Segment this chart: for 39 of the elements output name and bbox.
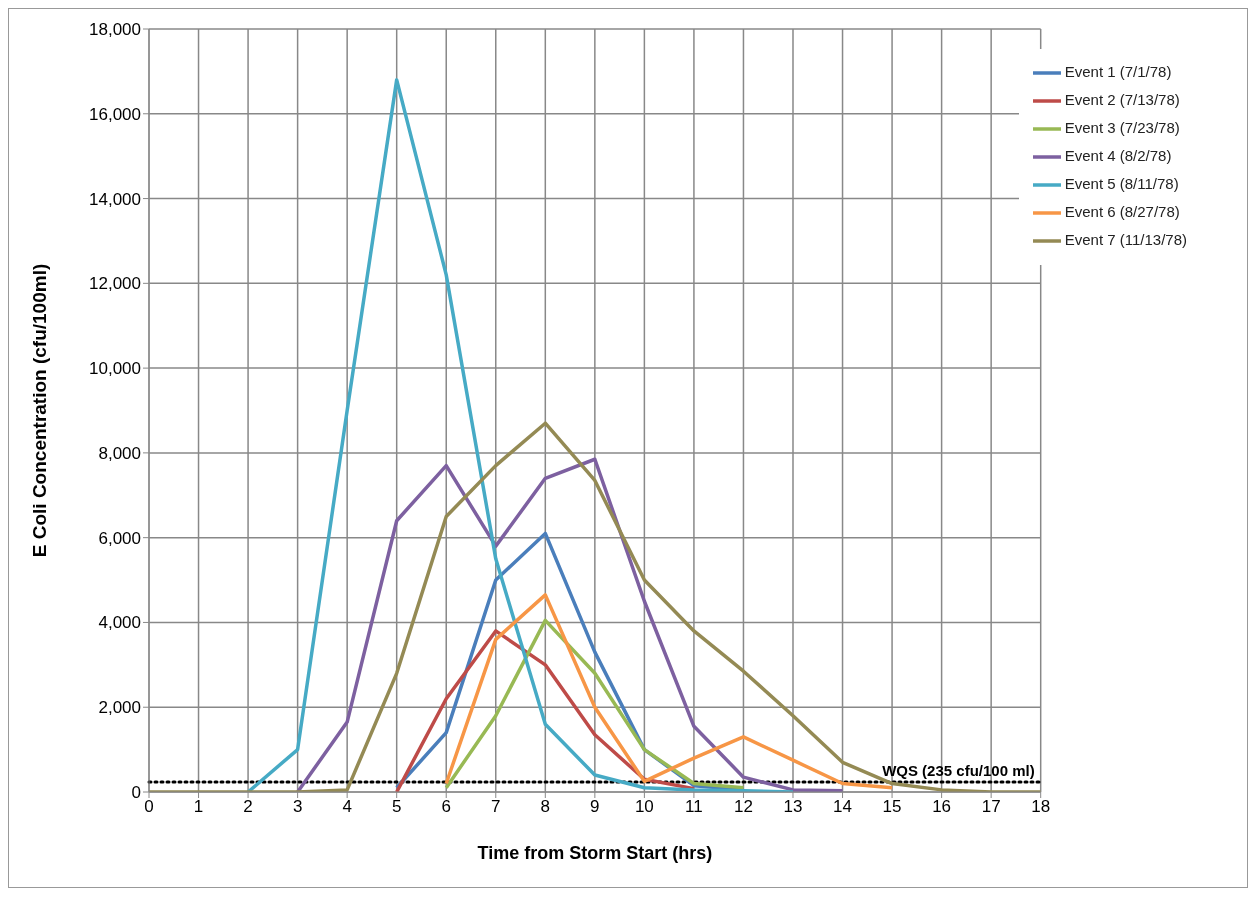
y-tick-label: 0 — [131, 783, 141, 803]
x-tick-label: 9 — [590, 797, 600, 817]
x-tick-label: 2 — [243, 797, 253, 817]
x-tick-label: 8 — [540, 797, 551, 817]
y-tick-label: 14,000 — [89, 189, 141, 209]
x-tick-label: 13 — [783, 797, 803, 817]
x-tick-label: 6 — [441, 797, 451, 817]
y-tick-label: 2,000 — [98, 698, 141, 718]
x-tick-label: 16 — [932, 797, 952, 817]
legend-label: Event 3 (7/23/78) — [1064, 118, 1180, 136]
ref-line-label: WQS (235 cfu/100 ml) — [882, 762, 1035, 780]
x-tick-label: 4 — [342, 797, 352, 817]
y-tick-label: 8,000 — [98, 443, 141, 463]
legend-label: Event 7 (11/13/78) — [1064, 230, 1187, 248]
x-tick-label: 7 — [491, 797, 501, 817]
y-tick-label: 18,000 — [89, 20, 141, 40]
y-tick-label: 10,000 — [89, 359, 141, 379]
y-tick-label: 16,000 — [89, 104, 141, 124]
x-tick-label: 15 — [882, 797, 902, 817]
x-tick-label: 10 — [634, 797, 654, 817]
legend-label: Event 5 (8/11/78) — [1064, 174, 1179, 192]
legend-label: Event 4 (8/2/78) — [1064, 146, 1172, 164]
x-tick-label: 0 — [144, 797, 154, 817]
legend-label: Event 6 (8/27/78) — [1064, 202, 1180, 220]
y-axis-title: E Coli Concentration (cfu/100ml) — [28, 263, 50, 558]
x-tick-label: 5 — [391, 797, 402, 817]
x-tick-label: 1 — [193, 797, 204, 817]
x-tick-label: 3 — [292, 797, 303, 817]
legend-label: Event 2 (7/13/78) — [1064, 90, 1180, 108]
y-tick-label: 12,000 — [89, 274, 141, 294]
x-tick-label: 17 — [981, 797, 1001, 817]
x-tick-label: 18 — [1031, 797, 1051, 817]
x-axis-title: Time from Storm Start (hrs) — [477, 843, 713, 863]
x-tick-label: 14 — [833, 797, 852, 817]
x-tick-label: 12 — [734, 797, 753, 817]
x-tick-label: 11 — [685, 797, 703, 817]
legend-label: Event 1 (7/1/78) — [1064, 62, 1172, 80]
y-tick-label: 4,000 — [98, 613, 141, 633]
y-tick-label: 6,000 — [98, 528, 141, 548]
